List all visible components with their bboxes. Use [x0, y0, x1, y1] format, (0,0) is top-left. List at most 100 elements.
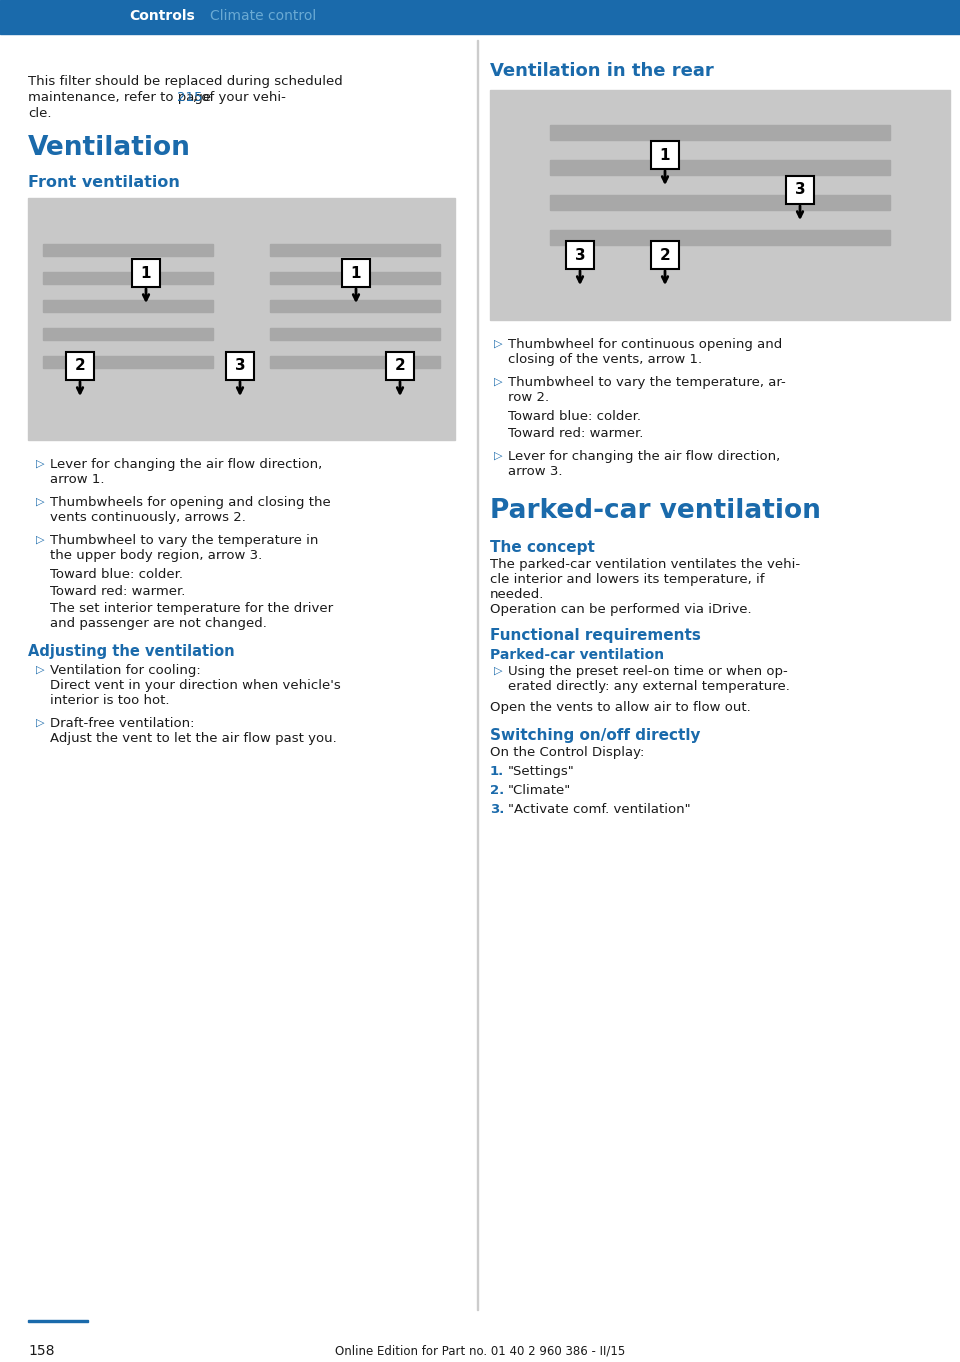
Bar	[28, 1320, 88, 1323]
Text: Controls: Controls	[130, 10, 195, 23]
Text: , of your vehi-: , of your vehi-	[193, 91, 286, 104]
Bar	[270, 244, 440, 256]
FancyBboxPatch shape	[226, 351, 254, 380]
Text: Toward blue: colder.: Toward blue: colder.	[508, 410, 641, 424]
Text: Parked-car ventilation: Parked-car ventilation	[490, 498, 821, 524]
Text: Ventilation: Ventilation	[28, 135, 191, 161]
Text: 158: 158	[28, 1344, 55, 1358]
Text: "Settings": "Settings"	[508, 765, 575, 778]
Text: 2: 2	[660, 248, 670, 263]
Text: Lever for changing the air flow direction,: Lever for changing the air flow directio…	[508, 449, 780, 463]
Bar	[550, 159, 890, 174]
Bar	[43, 328, 213, 340]
FancyBboxPatch shape	[786, 176, 814, 204]
Text: the upper body region, arrow 3.: the upper body region, arrow 3.	[50, 549, 262, 563]
Text: row 2.: row 2.	[508, 391, 549, 405]
Bar	[43, 300, 213, 312]
Text: erated directly: any external temperature.: erated directly: any external temperatur…	[508, 680, 790, 693]
Bar	[550, 230, 890, 245]
Text: closing of the vents, arrow 1.: closing of the vents, arrow 1.	[508, 353, 702, 366]
Text: Operation can be performed via iDrive.: Operation can be performed via iDrive.	[490, 603, 752, 616]
Text: Thumbwheel to vary the temperature, ar-: Thumbwheel to vary the temperature, ar-	[508, 376, 785, 390]
Bar	[0, 31, 960, 34]
Text: Climate control: Climate control	[210, 10, 316, 23]
Text: The parked-car ventilation ventilates the vehi-: The parked-car ventilation ventilates th…	[490, 558, 800, 571]
Text: ▷: ▷	[494, 339, 502, 349]
Text: and passenger are not changed.: and passenger are not changed.	[50, 617, 267, 631]
Text: ▷: ▷	[36, 497, 44, 507]
Text: 2.: 2.	[490, 785, 504, 797]
Text: 3: 3	[575, 248, 586, 263]
Bar	[270, 272, 440, 285]
Text: Adjusting the ventilation: Adjusting the ventilation	[28, 644, 234, 659]
Text: Adjust the vent to let the air flow past you.: Adjust the vent to let the air flow past…	[50, 731, 337, 745]
Text: needed.: needed.	[490, 588, 544, 601]
Text: Thumbwheel to vary the temperature in: Thumbwheel to vary the temperature in	[50, 534, 319, 548]
Text: maintenance, refer to page: maintenance, refer to page	[28, 91, 215, 104]
Text: Ventilation for cooling:: Ventilation for cooling:	[50, 665, 201, 677]
FancyBboxPatch shape	[651, 241, 679, 270]
Bar	[477, 39, 478, 1310]
Bar	[28, 197, 455, 440]
Bar	[270, 328, 440, 340]
FancyBboxPatch shape	[651, 142, 679, 169]
Text: Ventilation in the rear: Ventilation in the rear	[490, 63, 713, 80]
Text: cle.: cle.	[28, 108, 52, 120]
Text: ▷: ▷	[36, 459, 44, 469]
Text: "Climate": "Climate"	[508, 785, 571, 797]
Text: 1: 1	[141, 266, 152, 281]
Text: Draft-free ventilation:: Draft-free ventilation:	[50, 716, 195, 730]
Bar	[550, 195, 890, 210]
Text: Switching on/off directly: Switching on/off directly	[490, 729, 701, 744]
Text: Lever for changing the air flow direction,: Lever for changing the air flow directio…	[50, 458, 323, 471]
Text: ▷: ▷	[36, 665, 44, 676]
Text: 3: 3	[795, 183, 805, 197]
Text: On the Control Display:: On the Control Display:	[490, 746, 644, 759]
Text: Thumbwheels for opening and closing the: Thumbwheels for opening and closing the	[50, 496, 331, 509]
Text: 1: 1	[350, 266, 361, 281]
Text: Toward blue: colder.: Toward blue: colder.	[50, 568, 183, 582]
Text: Online Edition for Part no. 01 40 2 960 386 - II/15: Online Edition for Part no. 01 40 2 960 …	[335, 1344, 625, 1357]
Text: cle interior and lowers its temperature, if: cle interior and lowers its temperature,…	[490, 573, 764, 586]
FancyBboxPatch shape	[66, 351, 94, 380]
Text: ▷: ▷	[36, 535, 44, 545]
Text: 215: 215	[177, 91, 202, 104]
Text: interior is too hot.: interior is too hot.	[50, 695, 170, 707]
FancyBboxPatch shape	[566, 241, 594, 270]
Text: 1.: 1.	[490, 765, 504, 778]
FancyBboxPatch shape	[386, 351, 414, 380]
Text: ▷: ▷	[494, 666, 502, 676]
Text: "Activate comf. ventilation": "Activate comf. ventilation"	[508, 804, 690, 816]
Text: 1: 1	[660, 147, 670, 162]
Bar	[270, 300, 440, 312]
Text: Toward red: warmer.: Toward red: warmer.	[50, 586, 185, 598]
Text: This filter should be replaced during scheduled: This filter should be replaced during sc…	[28, 75, 343, 89]
Text: The set interior temperature for the driver: The set interior temperature for the dri…	[50, 602, 333, 616]
Text: ▷: ▷	[494, 377, 502, 387]
Text: Open the vents to allow air to flow out.: Open the vents to allow air to flow out.	[490, 701, 751, 714]
Text: Functional requirements: Functional requirements	[490, 628, 701, 643]
Text: ▷: ▷	[494, 451, 502, 460]
Text: vents continuously, arrows 2.: vents continuously, arrows 2.	[50, 511, 246, 524]
Text: Toward red: warmer.: Toward red: warmer.	[508, 428, 643, 440]
Text: Parked-car ventilation: Parked-car ventilation	[490, 648, 664, 662]
Text: ▷: ▷	[36, 718, 44, 729]
Text: 3.: 3.	[490, 804, 504, 816]
FancyBboxPatch shape	[132, 259, 160, 287]
FancyBboxPatch shape	[342, 259, 370, 287]
Text: Front ventilation: Front ventilation	[28, 174, 180, 191]
Text: 2: 2	[75, 358, 85, 373]
Bar	[490, 90, 950, 320]
Text: arrow 3.: arrow 3.	[508, 464, 563, 478]
Text: 2: 2	[395, 358, 405, 373]
Text: Direct vent in your direction when vehicle's: Direct vent in your direction when vehic…	[50, 680, 341, 692]
Bar	[550, 125, 890, 140]
Bar	[270, 355, 440, 368]
Text: Thumbwheel for continuous opening and: Thumbwheel for continuous opening and	[508, 338, 782, 351]
Text: The concept: The concept	[490, 539, 595, 554]
Bar	[43, 244, 213, 256]
Bar	[43, 355, 213, 368]
Bar	[43, 272, 213, 285]
Text: Using the preset reel-on time or when op-: Using the preset reel-on time or when op…	[508, 665, 788, 678]
Text: 3: 3	[234, 358, 246, 373]
